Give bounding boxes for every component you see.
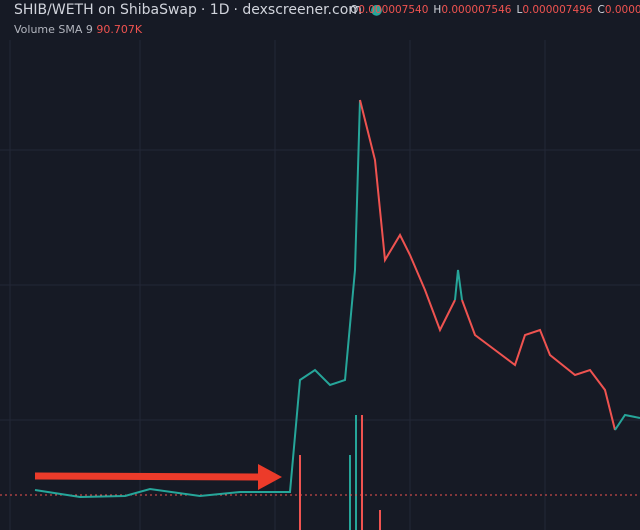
ohlc-label: C — [597, 4, 605, 16]
annotation-arrow — [34, 464, 282, 490]
volume-label: Volume — [14, 23, 55, 36]
interval: 1D — [209, 2, 230, 18]
ohlc-value: 0.00000753 — [604, 4, 640, 16]
chart-header: SHIB/WETH on ShibaSwap · 1D · dexscreener.… — [14, 2, 383, 18]
volume-legend: Volume SMA 9 90.707K — [14, 23, 142, 36]
ohlc-value: 0.000007496 — [522, 4, 593, 16]
status-dot: ● — [370, 2, 383, 18]
pair: SHIB/WETH on ShibaSwap — [14, 2, 197, 18]
ohlc-label: L — [516, 4, 523, 16]
ohlc-label: O — [350, 4, 359, 16]
ohlc-value: 0.000007546 — [441, 4, 512, 16]
ohlc-value: 0.000007540 — [358, 4, 429, 16]
ohlc: O0.000007540 H0.000007546 L0.000007496 C0.0… — [350, 4, 640, 16]
volume-indicator: SMA 9 — [58, 23, 93, 36]
price-trace — [34, 99, 640, 499]
volume-bars — [299, 415, 381, 530]
volume-value: 90.707K — [96, 23, 143, 36]
ohlc-label: H — [433, 4, 442, 16]
source: dexscreener.com — [242, 2, 362, 18]
